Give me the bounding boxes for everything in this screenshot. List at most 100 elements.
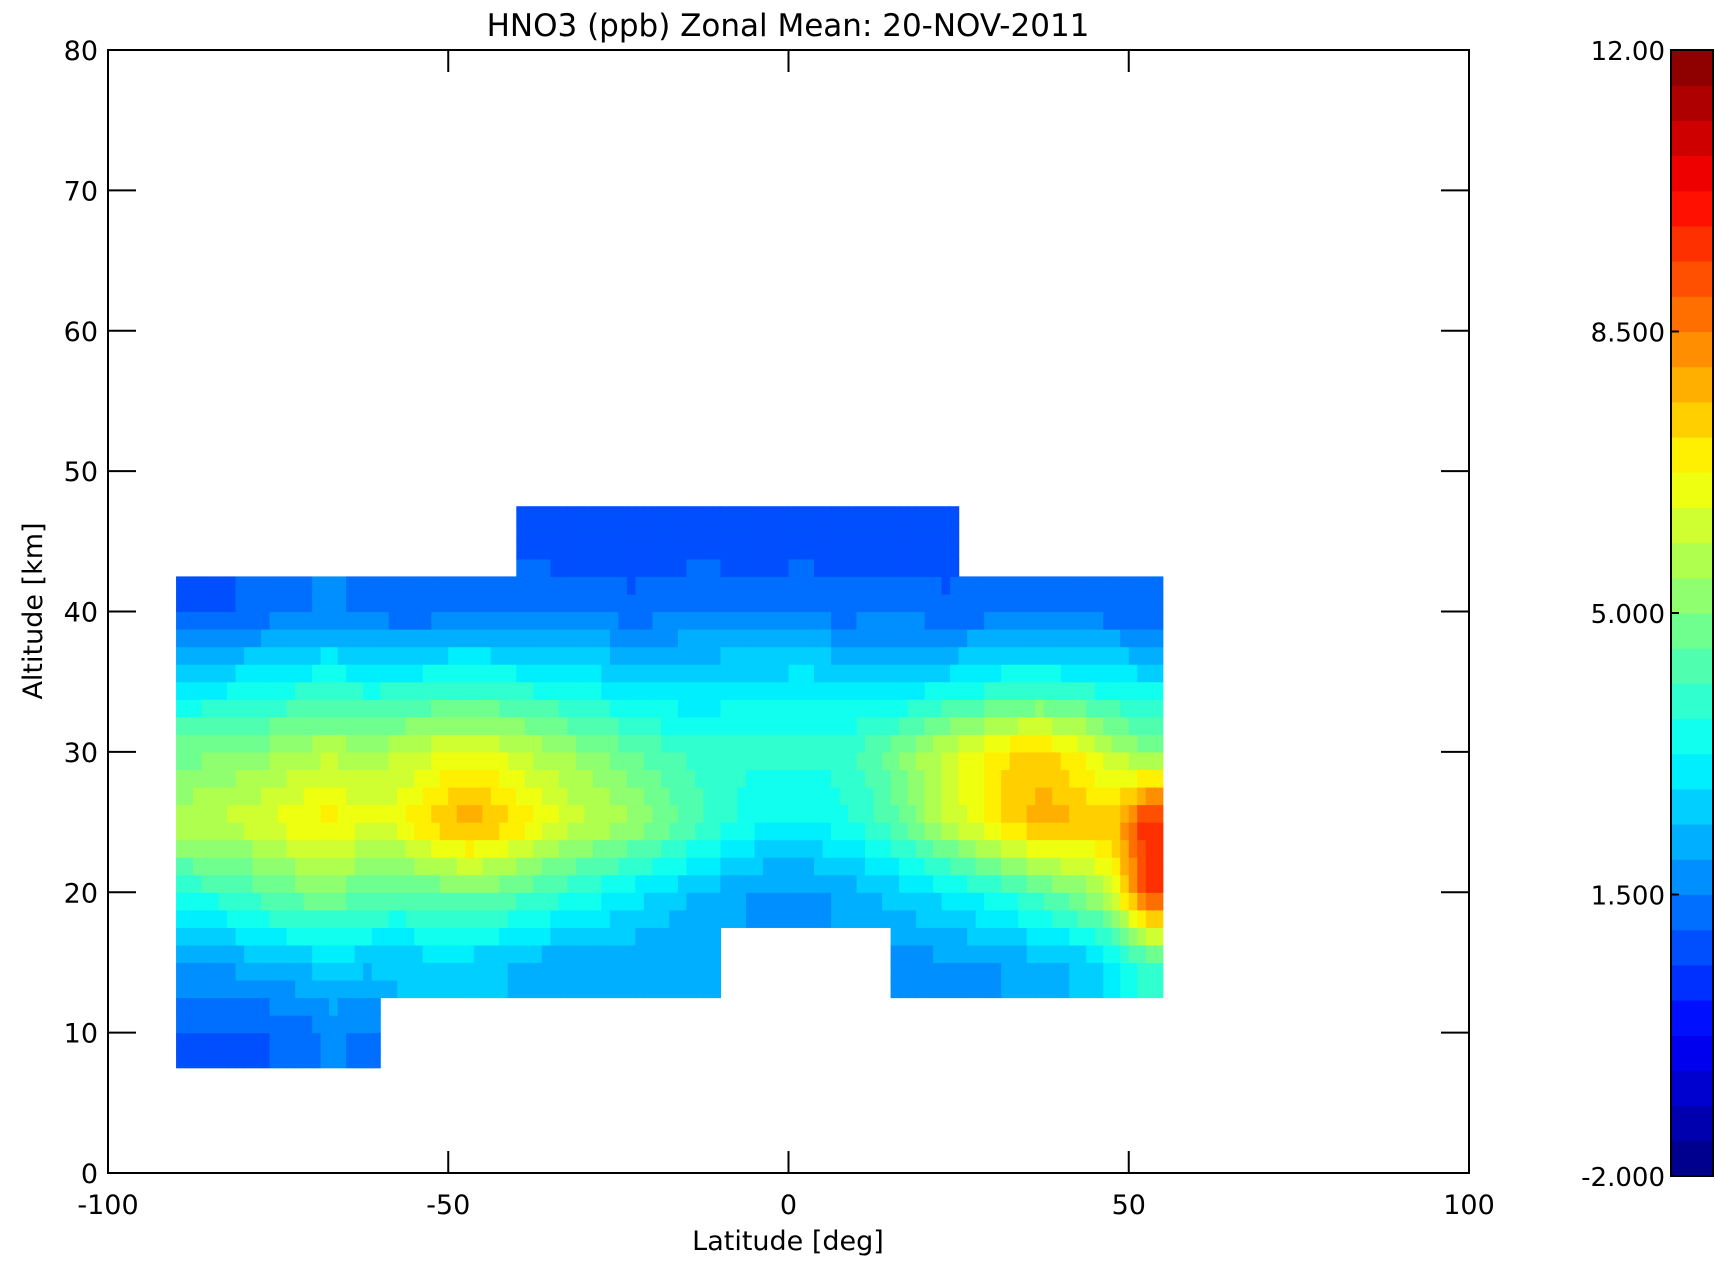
contour-cell bbox=[1069, 874, 1079, 893]
contour-cell bbox=[660, 734, 671, 753]
contour-cell bbox=[1111, 734, 1121, 753]
contour-cell bbox=[1001, 962, 1011, 981]
contour-cell bbox=[422, 839, 432, 858]
contour-cell bbox=[346, 734, 356, 753]
contour-cell bbox=[618, 664, 628, 683]
contour-cell bbox=[558, 786, 568, 806]
contour-cell bbox=[703, 804, 713, 823]
contour-cell bbox=[882, 681, 892, 700]
contour-cell bbox=[822, 839, 832, 858]
contour-cell bbox=[414, 664, 424, 683]
contour-cell bbox=[278, 593, 288, 613]
contour-cell bbox=[1052, 962, 1062, 981]
contour-cell bbox=[431, 681, 441, 700]
contour-cell bbox=[618, 734, 628, 753]
contour-cell bbox=[550, 541, 560, 560]
contour-cell bbox=[831, 664, 841, 683]
contour-cell bbox=[703, 927, 713, 946]
contour-cell bbox=[711, 699, 722, 718]
contour-cell bbox=[354, 1032, 364, 1051]
contour-cell bbox=[210, 593, 220, 613]
contour-cell bbox=[371, 822, 381, 841]
contour-cell bbox=[303, 997, 313, 1016]
contour-cell bbox=[831, 804, 841, 823]
contour-cell bbox=[380, 927, 390, 946]
contour-cell bbox=[728, 558, 739, 578]
contour-cell bbox=[227, 804, 237, 823]
contour-cell bbox=[269, 822, 279, 841]
contour-cell bbox=[1043, 629, 1053, 648]
contour-cell bbox=[890, 558, 900, 578]
contour-cell bbox=[473, 979, 483, 999]
contour-cell bbox=[1026, 927, 1036, 946]
contour-cell bbox=[516, 962, 526, 981]
contour-cell bbox=[754, 804, 764, 823]
contour-cell bbox=[822, 892, 832, 911]
contour-cell bbox=[431, 979, 441, 999]
contour-cell bbox=[652, 927, 662, 946]
contour-cell bbox=[779, 646, 790, 665]
contour-cell bbox=[814, 804, 824, 823]
contour-cell bbox=[626, 523, 636, 542]
contour-cell bbox=[320, 1050, 330, 1069]
contour-cell bbox=[907, 664, 917, 683]
contour-cell bbox=[728, 874, 739, 893]
contour-cell bbox=[567, 769, 577, 788]
contour-cell bbox=[592, 909, 602, 928]
contour-cell bbox=[1018, 593, 1028, 613]
contour-cell bbox=[235, 839, 245, 858]
contour-cell bbox=[754, 857, 764, 876]
contour-cell bbox=[1052, 716, 1062, 735]
contour-cell bbox=[788, 541, 798, 560]
contour-cell bbox=[865, 541, 875, 560]
contour-cell bbox=[558, 593, 568, 613]
contour-cell bbox=[337, 576, 347, 595]
contour-cell bbox=[1018, 979, 1028, 999]
contour-cell bbox=[210, 751, 220, 771]
contour-cell bbox=[550, 751, 560, 771]
contour-cell bbox=[1035, 664, 1045, 683]
contour-cell bbox=[686, 558, 696, 578]
contour-cell bbox=[652, 576, 662, 595]
contour-cell bbox=[422, 681, 432, 700]
contour-cell bbox=[337, 716, 347, 735]
contour-cell bbox=[703, 857, 713, 876]
contour-cell bbox=[797, 523, 807, 542]
contour-cell bbox=[890, 664, 900, 683]
contour-cell bbox=[831, 629, 841, 648]
contour-cell bbox=[354, 769, 364, 788]
contour-cell bbox=[660, 751, 671, 771]
contour-cell bbox=[524, 523, 534, 542]
contour-cell bbox=[346, 664, 356, 683]
contour-cell bbox=[916, 523, 926, 542]
contour-cell bbox=[456, 699, 466, 718]
contour-cell bbox=[771, 646, 781, 665]
contour-cell bbox=[516, 681, 526, 700]
contour-cell bbox=[397, 839, 407, 858]
contour-cell bbox=[694, 857, 705, 876]
contour-cell bbox=[261, 576, 271, 595]
contour-cell bbox=[516, 716, 526, 735]
contour-cell bbox=[660, 979, 671, 999]
contour-cell bbox=[261, 769, 271, 788]
contour-cell bbox=[465, 716, 475, 735]
contour-cell bbox=[720, 611, 730, 630]
contour-cell bbox=[371, 944, 381, 964]
contour-cell bbox=[1018, 751, 1028, 771]
contour-cell bbox=[550, 664, 560, 683]
contour-cell bbox=[371, 839, 381, 858]
contour-cell bbox=[235, 751, 245, 771]
contour-cell bbox=[346, 874, 356, 893]
contour-cell bbox=[950, 734, 960, 753]
contour-cell bbox=[771, 611, 781, 630]
contour-cell bbox=[720, 734, 730, 753]
contour-cell bbox=[414, 681, 424, 700]
contour-cell bbox=[865, 506, 875, 525]
contour-cell bbox=[201, 751, 211, 771]
contour-cell bbox=[856, 769, 866, 788]
contour-cell bbox=[890, 629, 900, 648]
contour-cell bbox=[1018, 962, 1028, 981]
contour-cell bbox=[295, 699, 305, 718]
contour-cell bbox=[490, 944, 500, 964]
